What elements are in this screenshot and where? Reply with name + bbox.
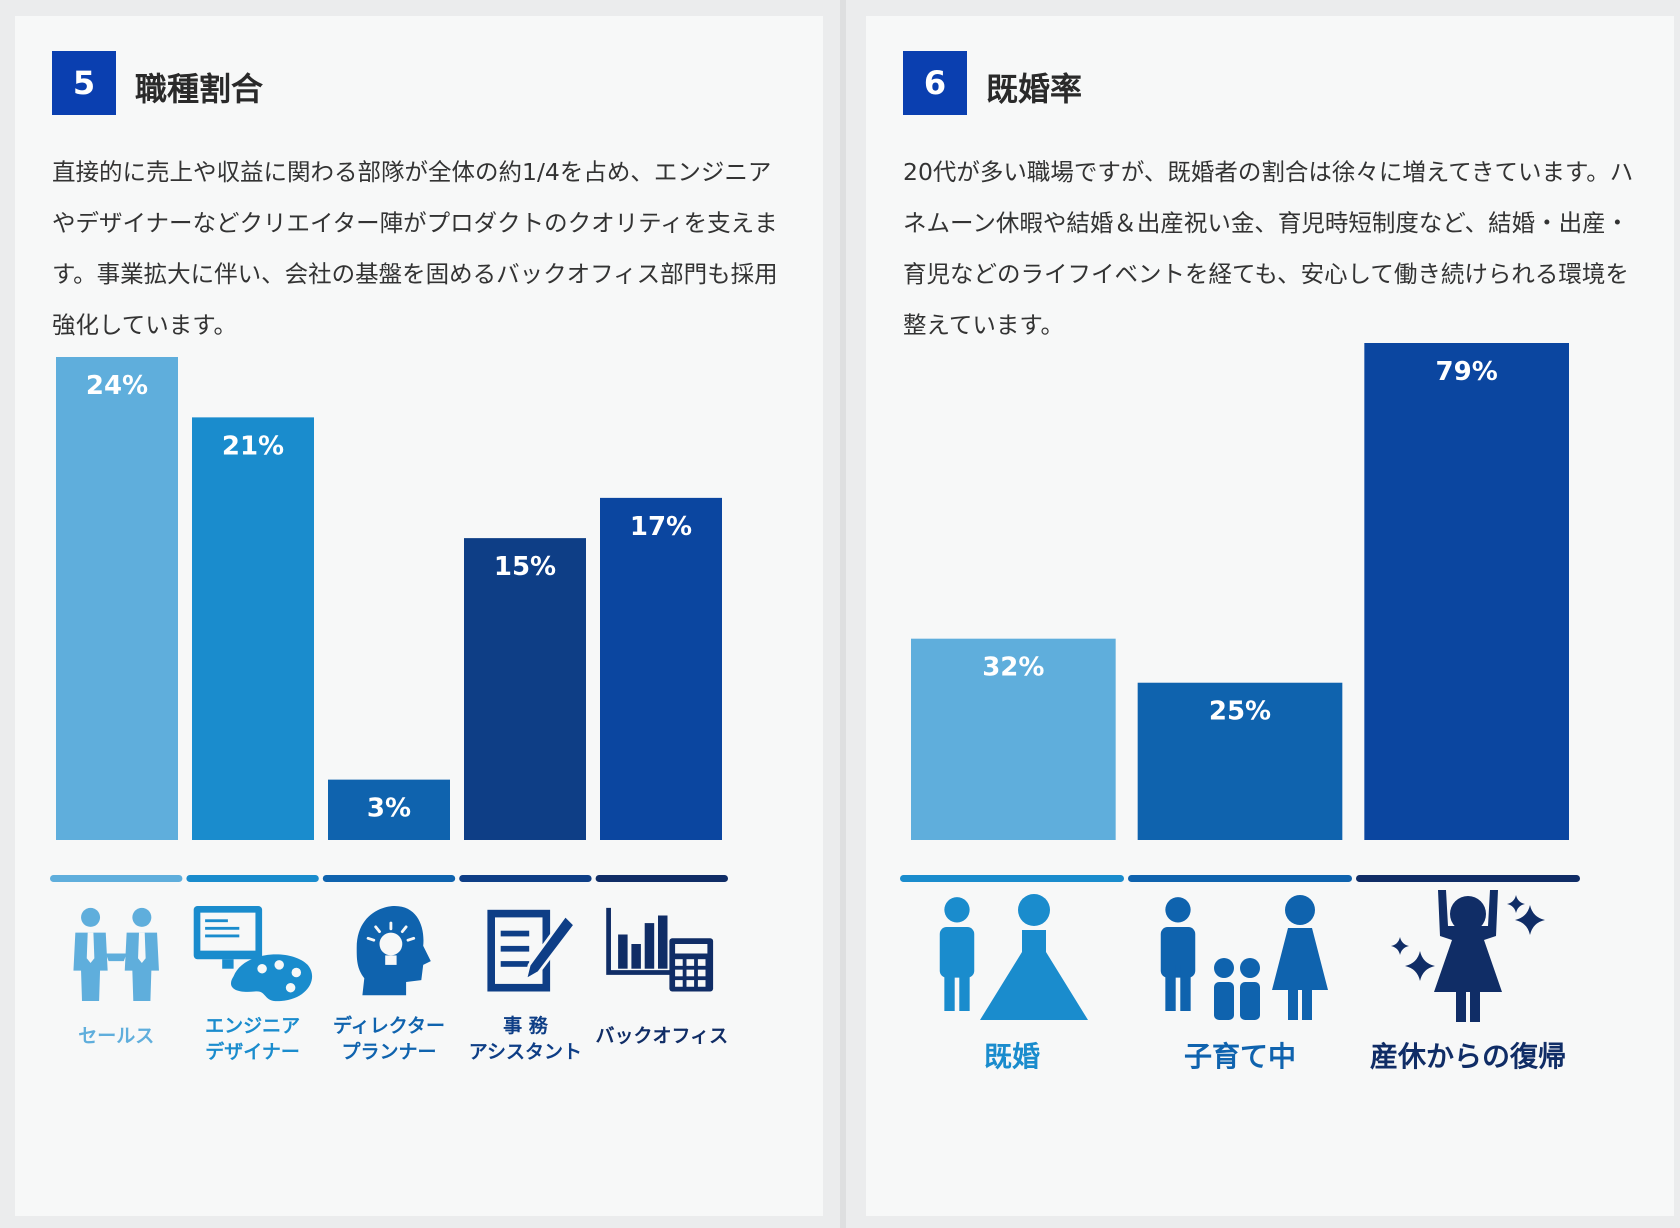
marriage-rate-panel: 6 既婚率 20代が多い職場ですが、既婚者の割合は徐々に増えてきています。ハネム… — [866, 16, 1674, 1216]
category-label: 既婚 — [984, 1040, 1040, 1073]
bar — [464, 538, 586, 840]
section-title: 既婚率 — [986, 70, 1083, 108]
married-couple-icon — [939, 894, 1088, 1020]
job-ratio-chart: 24% セールス 21% エンジニアデザイナー 3% ディレクタープランナー 15% 事 務ア… — [50, 357, 728, 1063]
section-number-badge: 5 — [52, 51, 116, 115]
panel-divider — [840, 0, 846, 1228]
section-description: 直接的に売上や収益に関わる部隊が全体の約1/4を占め、エンジニアやデザイナーなど… — [52, 158, 778, 339]
category-label: 子育て中 — [1184, 1040, 1296, 1073]
bar — [911, 638, 1116, 840]
bar-value-label: 15% — [494, 552, 556, 582]
category-label: バックオフィス — [595, 1025, 728, 1047]
bar-value-label: 25% — [1209, 697, 1271, 727]
category-underline — [186, 875, 319, 882]
bar-value-label: 21% — [222, 431, 284, 461]
bar — [1364, 343, 1569, 840]
bar — [192, 417, 314, 840]
bar-value-label: 32% — [982, 653, 1044, 683]
section-description: 20代が多い職場ですが、既婚者の割合は徐々に増えてきています。ハネムーン休暇や結… — [903, 158, 1634, 339]
category-label: セールス — [78, 1025, 154, 1047]
job-ratio-panel: 5 職種割合 直接的に売上や収益に関わる部隊が全体の約1/4を占め、エンジニアや… — [15, 16, 823, 1216]
bar-value-label: 24% — [86, 371, 148, 401]
section-number-badge: 6 — [903, 51, 967, 115]
businessmen-icon — [73, 907, 159, 1001]
bar-value-label: 79% — [1436, 357, 1498, 387]
category-label: エンジニアデザイナー — [205, 1015, 300, 1063]
family-icon — [1160, 895, 1328, 1020]
category-underline — [50, 875, 183, 882]
bar — [56, 357, 178, 840]
category-underline — [459, 875, 592, 882]
marriage-rate-chart: 32% 既婚 25% 子育て中 79% 産休からの復帰 — [900, 343, 1580, 1073]
category-label: 事 務アシスタント — [469, 1014, 582, 1063]
monitor-palette-icon — [193, 906, 313, 1002]
bar-value-label: 3% — [367, 794, 411, 824]
celebrating-woman-icon — [1391, 890, 1545, 1022]
bar-value-label: 17% — [630, 512, 692, 542]
category-label: 産休からの復帰 — [1370, 1040, 1566, 1073]
category-underline — [322, 875, 456, 882]
category-underline — [595, 875, 728, 882]
category-label: ディレクタープランナー — [333, 1014, 445, 1063]
category-underline — [1128, 875, 1352, 882]
category-underline — [1356, 875, 1580, 882]
category-underline — [900, 875, 1124, 882]
bar — [600, 497, 722, 840]
section-title: 職種割合 — [135, 70, 264, 108]
bar — [328, 779, 450, 840]
bar — [1137, 682, 1343, 840]
chart-calculator-icon — [606, 907, 714, 992]
head-lightbulb-icon — [356, 906, 431, 996]
document-pencil-icon — [487, 909, 577, 992]
